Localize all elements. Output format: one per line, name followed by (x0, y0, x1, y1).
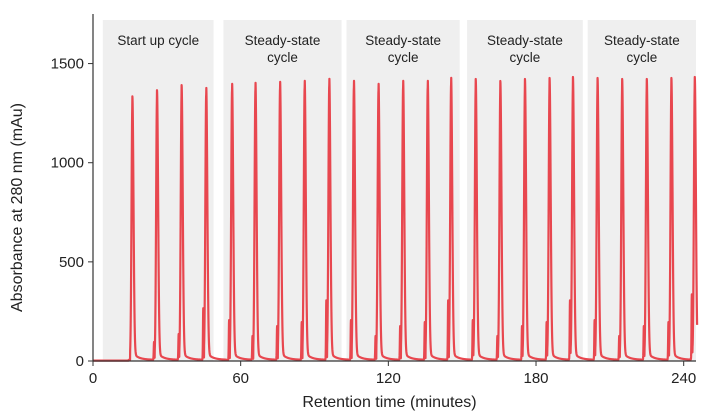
y-axis-ticks: 0 500 1000 1500 (51, 56, 93, 370)
cycle-region-label: cycle (626, 50, 657, 65)
x-tick-label: 0 (89, 370, 97, 387)
cycle-region-label: cycle (510, 50, 541, 65)
x-tick-label: 120 (376, 370, 401, 387)
x-tick-label: 60 (232, 370, 249, 387)
x-axis-title: Retention time (minutes) (302, 394, 476, 411)
cycle-regions: Start up cycle Steady-statecycleSteady-st… (103, 20, 696, 361)
cycle-region-label: cycle (388, 50, 419, 65)
cycle-region-label: Start up cycle (117, 33, 199, 48)
y-tick-label: 500 (59, 254, 84, 271)
x-tick-label: 240 (671, 370, 696, 387)
y-tick-label: 1500 (51, 56, 84, 73)
x-axis-ticks: 0 60 120 180 240 (89, 361, 696, 387)
cycle-region-label: Steady-state (487, 33, 563, 48)
cycle-region-label: cycle (267, 50, 298, 65)
x-tick-label: 180 (524, 370, 549, 387)
cycle-region-label: Steady-state (245, 33, 321, 48)
cycle-region-background (588, 20, 696, 361)
y-tick-label: 1000 (51, 155, 84, 172)
cycle-region-label: Steady-state (365, 33, 441, 48)
cycle-region-label: Steady-state (604, 33, 680, 48)
cycle-region: Steady-state cycle (588, 20, 696, 361)
y-axis-title: Absorbance at 280 nm (mAu) (9, 103, 26, 312)
y-tick-label: 0 (76, 353, 84, 370)
